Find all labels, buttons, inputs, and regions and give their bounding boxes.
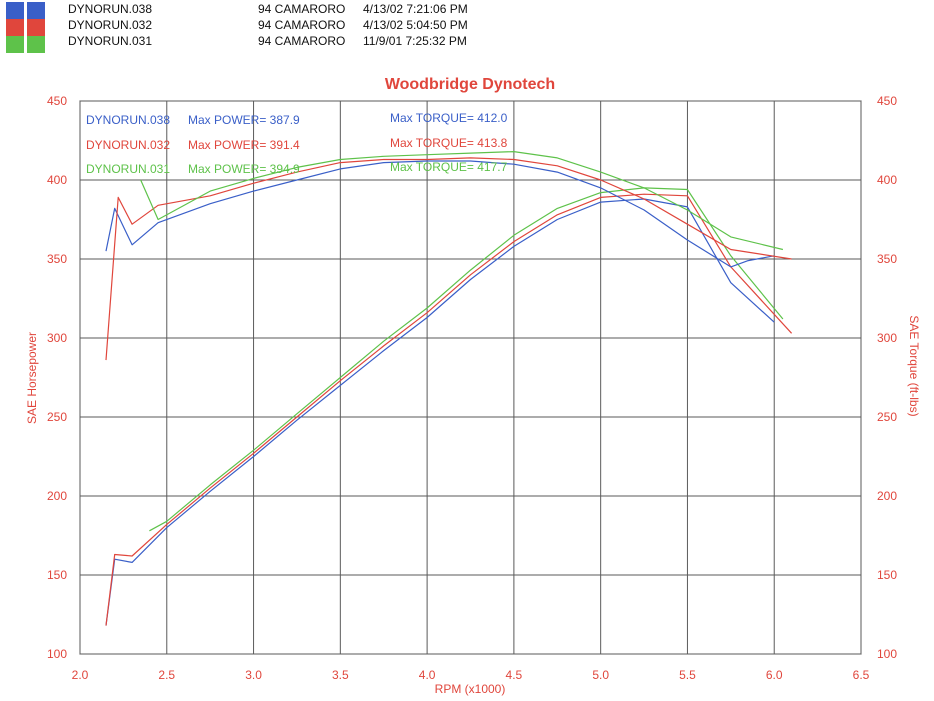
legend-max-torque: Max TORQUE= 412.0: [390, 111, 508, 125]
plot-frame: [79, 100, 862, 655]
y2-tick-label: 100: [877, 647, 897, 661]
y2-tick-label: 250: [877, 410, 897, 424]
x-tick-label: 6.5: [853, 668, 870, 682]
legend-run-name: DYNORUN.038: [86, 113, 170, 127]
torque-curve-dynorun-038: [105, 160, 775, 268]
legend-max-torque: Max TORQUE= 417.7: [390, 160, 508, 174]
run-swatch-green: [27, 36, 45, 53]
run-swatch-red: [27, 19, 45, 36]
legend-max-power: Max POWER= 394.9: [188, 162, 300, 176]
legend-run-name: DYNORUN.031: [86, 162, 170, 176]
y2-tick-label: 200: [877, 489, 897, 503]
x-tick-label: 2.0: [72, 668, 89, 682]
run-header: DYNORUN.038 DYNORUN.032 DYNORUN.031 94 C…: [0, 0, 934, 56]
legend-max-torque: Max TORQUE= 413.8: [390, 136, 508, 150]
curve-layer: [105, 151, 793, 626]
run-swatch-blue: [27, 2, 45, 19]
x-tick-label: 3.0: [245, 668, 262, 682]
legend-run-name: DYNORUN.032: [86, 138, 170, 152]
y2-tick-label: 150: [877, 568, 897, 582]
y-tick-label: 300: [47, 331, 67, 345]
x-tick-label: 6.0: [766, 668, 783, 682]
legend-max-power: Max POWER= 391.4: [188, 138, 300, 152]
run-timestamp: 4/13/02 5:04:50 PM: [363, 18, 468, 32]
run-swatch-blue: [6, 2, 24, 19]
x-axis-label: RPM (x1000): [435, 682, 506, 696]
y2-tick-label: 450: [877, 94, 897, 108]
y-tick-label: 250: [47, 410, 67, 424]
run-file-label: DYNORUN.038: [68, 2, 153, 16]
power-curve-dynorun-032: [105, 193, 793, 626]
legend: DYNORUN.038 Max POWER= 387.9 Max TORQUE=…: [86, 111, 508, 176]
x-tick-label: 3.5: [332, 668, 349, 682]
y-tick-label: 200: [47, 489, 67, 503]
tick-labels: 2.0 2.5 3.0 3.5 4.0 4.5 5.0 5.5 6.0 6.5 100 150 200 2…: [47, 94, 897, 682]
x-tick-label: 4.0: [419, 668, 436, 682]
y2-tick-label: 350: [877, 252, 897, 266]
y-tick-label: 450: [47, 94, 67, 108]
y2-tick-label: 400: [877, 173, 897, 187]
y-axis-label: SAE Horsepower: [25, 332, 39, 424]
run-timestamp: 4/13/02 7:21:06 PM: [363, 2, 468, 16]
y2-tick-label: 300: [877, 331, 897, 345]
y-tick-label: 350: [47, 252, 67, 266]
power-curve-dynorun-038: [105, 198, 775, 626]
x-tick-label: 5.5: [679, 668, 696, 682]
chart-title: Woodbridge Dynotech: [385, 76, 555, 93]
run-vehicle: 94 CAMARORO: [258, 18, 346, 32]
run-swatch-green: [6, 36, 24, 53]
legend-max-power: Max POWER= 387.9: [188, 113, 300, 127]
y2-axis-label: SAE Torque (ft-lbs): [907, 315, 921, 416]
x-tick-label: 2.5: [158, 668, 175, 682]
y-tick-label: 400: [47, 173, 67, 187]
run-file-label: DYNORUN.031: [68, 34, 153, 48]
y-tick-label: 100: [47, 647, 67, 661]
power-curve-dynorun-031: [149, 187, 784, 532]
run-vehicle: 94 CAMARORO: [258, 34, 346, 48]
run-swatch-red: [6, 19, 24, 36]
run-vehicle: 94 CAMARORO: [258, 2, 346, 16]
torque-curve-dynorun-031: [140, 151, 784, 251]
x-tick-label: 4.5: [506, 668, 523, 682]
x-tick-label: 5.0: [592, 668, 609, 682]
run-file-label: DYNORUN.032: [68, 18, 153, 32]
run-timestamp: 11/9/01 7:25:32 PM: [363, 34, 467, 48]
y-tick-label: 150: [47, 568, 67, 582]
gridlines: [79, 100, 862, 655]
